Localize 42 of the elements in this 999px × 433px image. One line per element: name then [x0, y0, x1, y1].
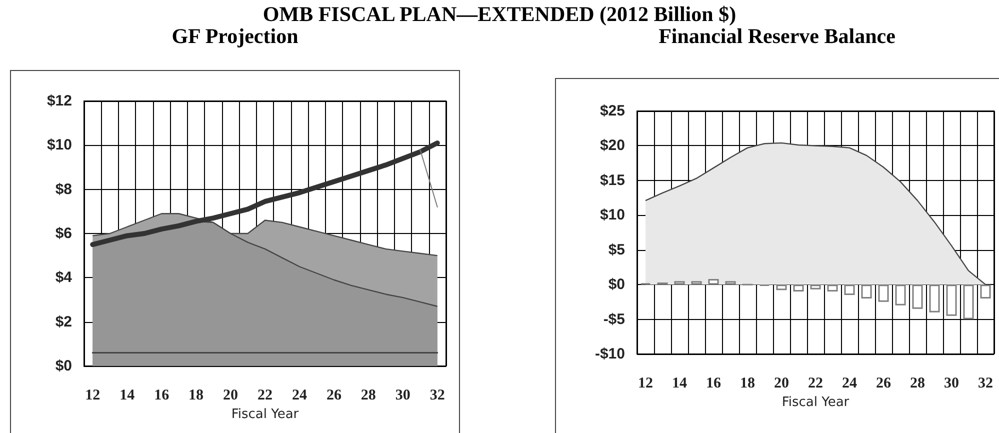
x-tick-label: 22	[808, 376, 823, 392]
chart-subtitle: Financial Reserve Balance	[658, 24, 896, 49]
x-tick-label: 20	[774, 376, 789, 392]
x-tick-label: 12	[638, 376, 653, 392]
x-axis-title: Fiscal Year	[231, 406, 300, 422]
x-tick-label: 32	[978, 376, 993, 392]
x-tick-label: 22	[258, 388, 272, 404]
y-tick-label: -$10	[594, 346, 625, 362]
y-tick-label: $20	[600, 137, 625, 154]
y-tick-label: $25	[600, 102, 625, 120]
y-tick-label: $0	[55, 358, 72, 374]
x-tick-label: 24	[292, 388, 308, 404]
x-tick-label: 24	[842, 376, 858, 392]
y-tick-label: $5	[608, 241, 625, 258]
x-tick-label: 12	[85, 388, 100, 404]
x-tick-label: 16	[706, 376, 722, 392]
y-tick-label: $0	[608, 276, 625, 294]
y-tick-label: $15	[600, 172, 625, 189]
y-tick-label: -$5	[603, 310, 625, 328]
y-tick-label: $10	[46, 136, 72, 154]
x-tick-label: 32	[430, 388, 445, 404]
x-tick-label: 28	[910, 376, 925, 392]
x-tick-label: 14	[120, 388, 136, 404]
x-tick-label: 14	[672, 376, 688, 392]
y-tick-label: $6	[55, 225, 72, 242]
y-tick-label: $10	[600, 206, 625, 224]
x-tick-label: 30	[944, 376, 959, 392]
y-tick-label: $4	[55, 269, 73, 286]
x-axis-title: Fiscal Year	[782, 394, 850, 410]
text: OMB FISCAL PLAN—EXTENDED (2012 Billion $)	[262, 2, 738, 27]
x-tick-label: 20	[223, 388, 238, 404]
chart-subtitle: GF Projection	[170, 24, 300, 49]
y-tick-label: $8	[55, 180, 72, 198]
x-tick-label: 18	[188, 388, 204, 404]
y-tick-label: $12	[46, 92, 72, 110]
x-tick-label: 18	[740, 376, 755, 392]
x-tick-label: 26	[876, 376, 892, 392]
x-tick-label: 30	[395, 388, 410, 404]
x-tick-label: 26	[326, 388, 342, 404]
y-tick-label: $2	[55, 313, 72, 330]
x-tick-label: 16	[154, 388, 170, 404]
x-tick-label: 28	[360, 388, 376, 404]
